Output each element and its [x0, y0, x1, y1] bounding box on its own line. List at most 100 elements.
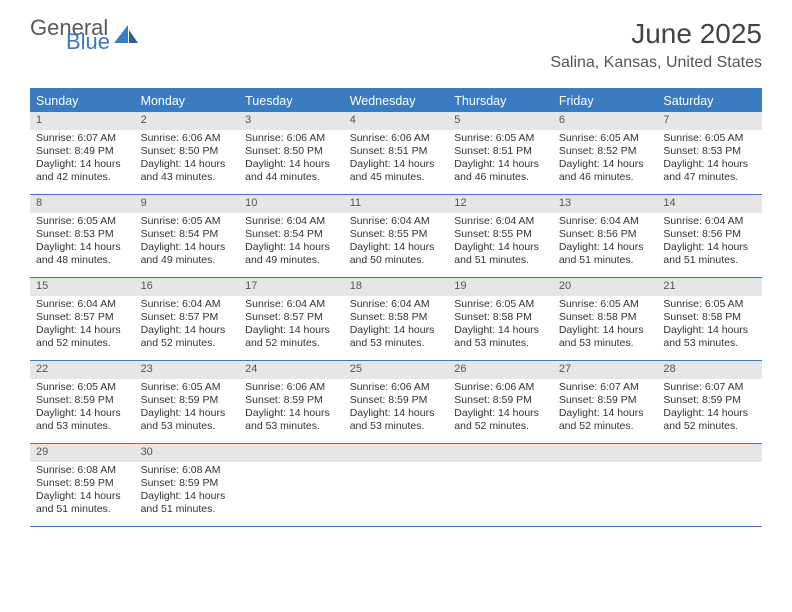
day-sunset: Sunset: 8:56 PM — [663, 228, 756, 241]
day-number: 11 — [344, 195, 449, 213]
day-sunrise: Sunrise: 6:05 AM — [454, 298, 547, 311]
weekday-header: Sunday — [30, 90, 135, 112]
calendar-week-row: 15Sunrise: 6:04 AMSunset: 8:57 PMDayligh… — [30, 278, 762, 361]
day-number: 6 — [553, 112, 658, 130]
day-number — [657, 444, 762, 462]
day-cell — [553, 444, 658, 526]
day-sunset: Sunset: 8:55 PM — [350, 228, 443, 241]
day-cell: 15Sunrise: 6:04 AMSunset: 8:57 PMDayligh… — [30, 278, 135, 360]
day-dl2: and 43 minutes. — [141, 171, 234, 184]
day-dl2: and 53 minutes. — [36, 420, 129, 433]
day-sunset: Sunset: 8:59 PM — [141, 394, 234, 407]
day-cell: 22Sunrise: 6:05 AMSunset: 8:59 PMDayligh… — [30, 361, 135, 443]
day-body: Sunrise: 6:05 AMSunset: 8:59 PMDaylight:… — [30, 379, 135, 438]
day-sunset: Sunset: 8:58 PM — [454, 311, 547, 324]
day-dl2: and 52 minutes. — [245, 337, 338, 350]
day-number: 7 — [657, 112, 762, 130]
day-body: Sunrise: 6:05 AMSunset: 8:52 PMDaylight:… — [553, 130, 658, 189]
day-number: 9 — [135, 195, 240, 213]
day-number: 13 — [553, 195, 658, 213]
day-dl1: Daylight: 14 hours — [245, 241, 338, 254]
day-dl1: Daylight: 14 hours — [454, 241, 547, 254]
day-sunrise: Sunrise: 6:04 AM — [245, 215, 338, 228]
day-sunset: Sunset: 8:54 PM — [245, 228, 338, 241]
weekday-header: Saturday — [657, 90, 762, 112]
day-sunset: Sunset: 8:59 PM — [141, 477, 234, 490]
day-number: 3 — [239, 112, 344, 130]
day-cell: 18Sunrise: 6:04 AMSunset: 8:58 PMDayligh… — [344, 278, 449, 360]
day-cell: 3Sunrise: 6:06 AMSunset: 8:50 PMDaylight… — [239, 112, 344, 194]
day-dl2: and 51 minutes. — [141, 503, 234, 516]
day-sunrise: Sunrise: 6:05 AM — [36, 381, 129, 394]
day-dl1: Daylight: 14 hours — [663, 324, 756, 337]
day-sunset: Sunset: 8:51 PM — [350, 145, 443, 158]
day-cell: 28Sunrise: 6:07 AMSunset: 8:59 PMDayligh… — [657, 361, 762, 443]
day-sunrise: Sunrise: 6:04 AM — [141, 298, 234, 311]
day-body — [239, 462, 344, 468]
day-sunset: Sunset: 8:52 PM — [559, 145, 652, 158]
day-number — [553, 444, 658, 462]
day-sunset: Sunset: 8:51 PM — [454, 145, 547, 158]
day-sunset: Sunset: 8:53 PM — [36, 228, 129, 241]
day-dl2: and 46 minutes. — [559, 171, 652, 184]
day-number: 25 — [344, 361, 449, 379]
day-dl1: Daylight: 14 hours — [559, 241, 652, 254]
day-dl1: Daylight: 14 hours — [36, 324, 129, 337]
day-dl1: Daylight: 14 hours — [245, 158, 338, 171]
day-cell: 12Sunrise: 6:04 AMSunset: 8:55 PMDayligh… — [448, 195, 553, 277]
logo: General Blue — [30, 18, 140, 52]
day-cell: 26Sunrise: 6:06 AMSunset: 8:59 PMDayligh… — [448, 361, 553, 443]
day-dl2: and 44 minutes. — [245, 171, 338, 184]
day-dl2: and 49 minutes. — [245, 254, 338, 267]
day-dl2: and 51 minutes. — [36, 503, 129, 516]
day-cell: 29Sunrise: 6:08 AMSunset: 8:59 PMDayligh… — [30, 444, 135, 526]
day-dl1: Daylight: 14 hours — [36, 241, 129, 254]
day-cell: 9Sunrise: 6:05 AMSunset: 8:54 PMDaylight… — [135, 195, 240, 277]
day-sunset: Sunset: 8:57 PM — [245, 311, 338, 324]
day-sunset: Sunset: 8:59 PM — [663, 394, 756, 407]
day-sunrise: Sunrise: 6:05 AM — [141, 215, 234, 228]
day-number: 28 — [657, 361, 762, 379]
day-body: Sunrise: 6:07 AMSunset: 8:59 PMDaylight:… — [657, 379, 762, 438]
day-dl1: Daylight: 14 hours — [350, 241, 443, 254]
day-body: Sunrise: 6:05 AMSunset: 8:53 PMDaylight:… — [657, 130, 762, 189]
day-dl1: Daylight: 14 hours — [454, 324, 547, 337]
day-dl1: Daylight: 14 hours — [559, 158, 652, 171]
day-sunrise: Sunrise: 6:06 AM — [454, 381, 547, 394]
day-number — [448, 444, 553, 462]
day-dl2: and 51 minutes. — [559, 254, 652, 267]
day-body: Sunrise: 6:05 AMSunset: 8:58 PMDaylight:… — [657, 296, 762, 355]
day-sunset: Sunset: 8:50 PM — [141, 145, 234, 158]
day-dl2: and 53 minutes. — [350, 337, 443, 350]
day-number: 2 — [135, 112, 240, 130]
weekday-header: Tuesday — [239, 90, 344, 112]
day-cell: 17Sunrise: 6:04 AMSunset: 8:57 PMDayligh… — [239, 278, 344, 360]
day-sunrise: Sunrise: 6:05 AM — [559, 298, 652, 311]
day-sunrise: Sunrise: 6:05 AM — [559, 132, 652, 145]
day-dl1: Daylight: 14 hours — [36, 158, 129, 171]
day-number: 21 — [657, 278, 762, 296]
day-dl1: Daylight: 14 hours — [141, 324, 234, 337]
day-body — [657, 462, 762, 468]
day-body — [553, 462, 658, 468]
day-cell: 23Sunrise: 6:05 AMSunset: 8:59 PMDayligh… — [135, 361, 240, 443]
day-sunset: Sunset: 8:53 PM — [663, 145, 756, 158]
day-body: Sunrise: 6:06 AMSunset: 8:59 PMDaylight:… — [448, 379, 553, 438]
month-title: June 2025 — [550, 18, 762, 50]
day-sunrise: Sunrise: 6:04 AM — [245, 298, 338, 311]
day-number: 5 — [448, 112, 553, 130]
day-dl1: Daylight: 14 hours — [454, 158, 547, 171]
day-dl2: and 52 minutes. — [36, 337, 129, 350]
day-dl1: Daylight: 14 hours — [141, 158, 234, 171]
day-cell: 10Sunrise: 6:04 AMSunset: 8:54 PMDayligh… — [239, 195, 344, 277]
day-number: 16 — [135, 278, 240, 296]
weekday-header: Friday — [553, 90, 658, 112]
day-number: 17 — [239, 278, 344, 296]
day-body: Sunrise: 6:04 AMSunset: 8:55 PMDaylight:… — [344, 213, 449, 272]
day-cell: 6Sunrise: 6:05 AMSunset: 8:52 PMDaylight… — [553, 112, 658, 194]
day-number: 26 — [448, 361, 553, 379]
day-dl1: Daylight: 14 hours — [559, 324, 652, 337]
day-body: Sunrise: 6:04 AMSunset: 8:56 PMDaylight:… — [657, 213, 762, 272]
day-sunset: Sunset: 8:59 PM — [36, 477, 129, 490]
day-dl1: Daylight: 14 hours — [350, 407, 443, 420]
